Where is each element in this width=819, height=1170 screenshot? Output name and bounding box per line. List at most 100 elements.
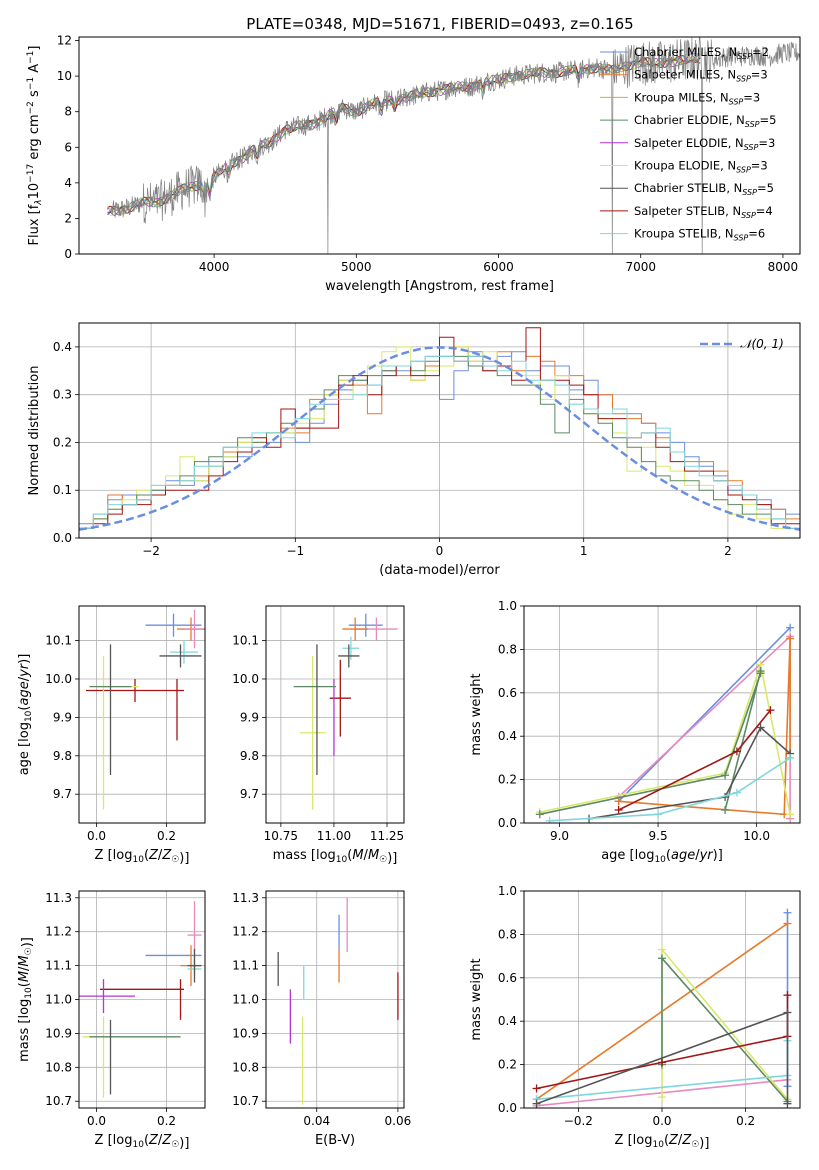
y-tick-label: 11.3 — [232, 891, 259, 905]
residuals-panel: −2 −1 0 1 2 0.0 0.1 0.2 0.3 0.4 (data-model)/error… — [27, 322, 801, 578]
y-tick-label: 10.7 — [45, 1094, 72, 1108]
weight-line-salpeter_miles — [618, 638, 791, 816]
x-tick-label: −2 — [142, 544, 160, 558]
weight-marker — [786, 623, 795, 632]
x-tick-label: 9.5 — [649, 829, 668, 843]
y-tick-label: 0.8 — [498, 927, 517, 941]
x-tick-label: 0.04 — [303, 1114, 330, 1128]
legend-entry: Chabrier ELODIE, NSSP=5 — [634, 113, 776, 129]
weight-vs-metallicity-panel: −0.2 0.0 0.2 0.0 0.2 0.4 0.6 0.8 1.0 Z [log10(Z/Z… — [469, 884, 801, 1151]
axes-frame — [265, 890, 405, 1109]
legend-entry: 𝒩(0, 1) — [740, 337, 784, 351]
y-axis-label: mass weight — [469, 673, 484, 755]
x-tick-label: 0.0 — [652, 1114, 671, 1128]
x-axis-label: E(B-V) — [315, 1133, 355, 1148]
legend-entry: Chabrier STELIB, NSSP=5 — [634, 181, 774, 197]
error-cross-chabrier_stelib — [187, 948, 202, 983]
y-tick-label: 0.4 — [498, 729, 517, 743]
x-tick-label: 0.2 — [736, 1114, 755, 1128]
y-tick-label: 0.0 — [498, 816, 517, 830]
x-axis-label: wavelength [Angstrom, rest frame] — [325, 279, 554, 294]
y-tick-label: 11.1 — [232, 959, 259, 973]
x-tick-label: 6000 — [483, 260, 514, 274]
error-cross-kroupa_elodie — [299, 655, 326, 810]
y-axis-label: mass weight — [469, 958, 484, 1040]
y-tick-label: 10.7 — [232, 1094, 259, 1108]
y-tick-label: 2 — [64, 211, 72, 225]
x-tick-label: 11.25 — [370, 829, 404, 843]
y-tick-label: 12 — [57, 34, 72, 48]
weight-marker — [654, 810, 663, 819]
weight-marker — [786, 753, 795, 762]
x-tick-label: 0.2 — [157, 829, 176, 843]
weight-marker — [786, 634, 795, 643]
y-tick-label: 9.8 — [240, 749, 259, 763]
mass-vs-metallicity-panel: 0.0 0.2 10.7 10.8 10.9 11.0 11.1 11.2 11.3 Z [log… — [17, 890, 206, 1151]
axes-frame — [78, 605, 206, 824]
observed-spectrum — [111, 37, 800, 254]
y-tick-label: 9.9 — [53, 710, 72, 724]
weight-line-chabrier_stelib — [588, 726, 791, 820]
weight-vs-age-panel: 9.0 9.5 10.0 0.0 0.2 0.4 0.6 0.8 1.0 age [log10(a… — [469, 599, 801, 865]
y-tick-label: 0.2 — [53, 435, 72, 449]
y-tick-label: 10.8 — [45, 1060, 72, 1074]
error-cross-salpeter_stelib — [86, 678, 184, 703]
x-tick-label: 10.0 — [743, 829, 770, 843]
weight-marker — [532, 1099, 541, 1108]
weight-marker — [783, 908, 792, 917]
x-tick-label: 0 — [436, 544, 444, 558]
y-tick-label: 11.0 — [45, 993, 72, 1007]
x-axis-label: (data-model)/error — [379, 563, 500, 578]
plot-area — [107, 37, 800, 254]
error-cross-chabrier_stelib — [338, 644, 360, 668]
age-vs-mass-panel: 10.75 11.00 11.25 9.7 9.8 9.9 10.0 10.1 mass [lo… — [232, 605, 405, 866]
mass-vs-ebv-panel: 0.04 0.06 10.7 10.8 10.9 11.0 11.1 11.2 11.3 E(B-… — [232, 890, 412, 1148]
weight-line-kroupa_elodie — [539, 661, 791, 815]
y-tick-label: 0.4 — [53, 340, 72, 354]
weight-marker — [614, 805, 623, 814]
legend-entry: Salpeter ELODIE, NSSP=3 — [634, 136, 775, 152]
weight-marker — [732, 747, 741, 756]
x-axis-label: age [log10(age/yr)] — [601, 848, 723, 865]
histogram-step-salpeter_stelib — [79, 327, 800, 529]
x-tick-label: 0.0 — [87, 1114, 106, 1128]
y-tick-label: 9.8 — [53, 749, 72, 763]
model-spectrum-salpeter_elodie — [107, 53, 701, 216]
weight-marker — [783, 1008, 792, 1017]
y-tick-label: 0.1 — [53, 483, 72, 497]
error-cross-pink — [184, 609, 205, 649]
y-tick-label: 10 — [57, 69, 72, 83]
y-tick-label: 11.0 — [232, 993, 259, 1007]
histogram-step-chabrier_elodie — [79, 355, 800, 529]
y-tick-label: 10.1 — [45, 634, 72, 648]
plot-area — [532, 908, 792, 1108]
plot-area — [535, 623, 795, 823]
y-tick-label: 0.2 — [498, 1058, 517, 1072]
y-tick-label: 10.9 — [45, 1026, 72, 1040]
weight-marker — [614, 797, 623, 806]
y-tick-label: 0.2 — [498, 773, 517, 787]
y-tick-label: 0.0 — [53, 531, 72, 545]
y-tick-label: 9.7 — [240, 787, 259, 801]
model-spectrum-kroupa_elodie — [107, 54, 701, 216]
error-cross-chabrier_miles — [348, 613, 383, 637]
y-tick-label: 10.1 — [232, 634, 259, 648]
weight-marker — [786, 810, 795, 819]
x-tick-label: 0.06 — [385, 1114, 412, 1128]
y-tick-label: 10.0 — [232, 672, 259, 686]
y-tick-label: 11.2 — [45, 925, 72, 939]
y-tick-label: 11.2 — [232, 925, 259, 939]
legend-entry: Salpeter STELIB, NSSP=4 — [634, 204, 773, 220]
y-tick-label: 1.0 — [498, 884, 517, 898]
x-tick-label: 2 — [724, 544, 732, 558]
weight-marker — [766, 706, 775, 715]
weight-marker — [721, 771, 730, 780]
x-axis-label: Z [log10(Z/Z☉)] — [615, 1133, 710, 1151]
plot-area — [293, 613, 398, 810]
y-tick-label: 0.3 — [53, 388, 72, 402]
x-tick-label: 7000 — [625, 260, 656, 274]
x-tick-label: 4000 — [199, 260, 230, 274]
plot-area — [79, 901, 202, 1098]
spectrum-panel: 4000 5000 6000 7000 8000 0 2 4 6 8 10 12 wavelength … — [26, 34, 801, 294]
